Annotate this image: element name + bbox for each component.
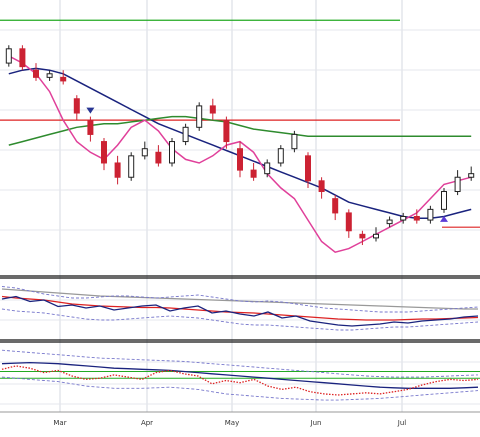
moving-average-line (8, 115, 472, 146)
candle-body (332, 198, 339, 214)
candle-body (196, 105, 203, 128)
candle (318, 177, 325, 199)
candle (101, 138, 107, 171)
indicator-line (1, 365, 479, 396)
candle-body (250, 169, 257, 178)
candle-body (114, 162, 121, 178)
candle (291, 130, 298, 153)
candle (223, 116, 230, 149)
candle-body (182, 126, 189, 143)
x-tick-label: Jun (310, 419, 322, 427)
candle (73, 95, 80, 121)
candle (182, 123, 189, 146)
candle-body (305, 155, 311, 182)
candle-body (60, 76, 67, 82)
candle-body (468, 173, 475, 178)
candle-body (373, 233, 379, 239)
candle-body (5, 48, 12, 64)
signal-triangle (440, 215, 448, 222)
candle (169, 138, 175, 167)
candle (128, 152, 135, 181)
candle (468, 166, 475, 181)
candle-body (237, 148, 243, 171)
x-tick-label: Mar (53, 419, 66, 427)
candle (46, 70, 53, 81)
candle (250, 162, 257, 181)
candle-body (441, 191, 447, 210)
candle (19, 45, 26, 71)
candle-body (87, 119, 94, 135)
indicator-line (1, 361, 479, 389)
candle (305, 152, 311, 188)
candle (277, 145, 284, 167)
chart-grid (0, 0, 480, 412)
indicator-line (1, 295, 479, 321)
candle-body (223, 119, 230, 143)
candle-body (345, 212, 352, 232)
candle (427, 205, 434, 224)
indicator-line (1, 286, 479, 313)
candle (373, 227, 379, 242)
x-tick-label: Apr (141, 419, 153, 427)
candle (209, 98, 216, 121)
candle-body (359, 233, 366, 239)
candle-body (400, 215, 407, 221)
candle-body (73, 98, 80, 114)
candle-body (413, 215, 420, 221)
candle-body (427, 208, 434, 221)
candle (33, 63, 39, 81)
candle-body (141, 148, 148, 157)
candle (441, 187, 447, 213)
candle (332, 195, 339, 221)
candle (454, 170, 461, 196)
indicator-1-panel (1, 286, 479, 331)
candle-body (291, 133, 298, 150)
candle-body (318, 180, 325, 193)
candle-body (209, 105, 216, 114)
candle-body (46, 73, 53, 78)
candle (400, 212, 407, 224)
indicator-line (1, 349, 479, 378)
signal-triangle (86, 107, 95, 114)
candle-body (386, 219, 393, 225)
candle (141, 141, 148, 160)
candle (237, 141, 243, 178)
candle-body (277, 148, 284, 164)
x-tick-label: Jul (397, 419, 407, 427)
indicator-line (1, 288, 478, 310)
candle (345, 209, 352, 238)
panel-borders (0, 275, 480, 413)
candle-body (33, 69, 39, 78)
candle (155, 145, 162, 167)
indicator-line (1, 295, 479, 327)
x-axis: Mar Apr May Jun Jul (53, 419, 406, 427)
candle (114, 155, 121, 185)
candle (87, 116, 94, 142)
candle (413, 209, 420, 224)
candle (5, 45, 12, 67)
price-panel (0, 19, 480, 254)
indicator-2-panel (0, 349, 480, 401)
candle-body (128, 155, 135, 178)
candle-body (101, 141, 107, 164)
candle-body (19, 48, 26, 68)
candle-body (155, 151, 162, 164)
candle (196, 102, 203, 131)
candle (264, 159, 271, 178)
candle-body (264, 162, 271, 175)
candle (359, 230, 366, 246)
x-tick-label: May (225, 419, 239, 427)
candle (60, 70, 67, 85)
candle-body (169, 141, 175, 164)
candle-body (454, 176, 461, 193)
candle (386, 216, 393, 228)
